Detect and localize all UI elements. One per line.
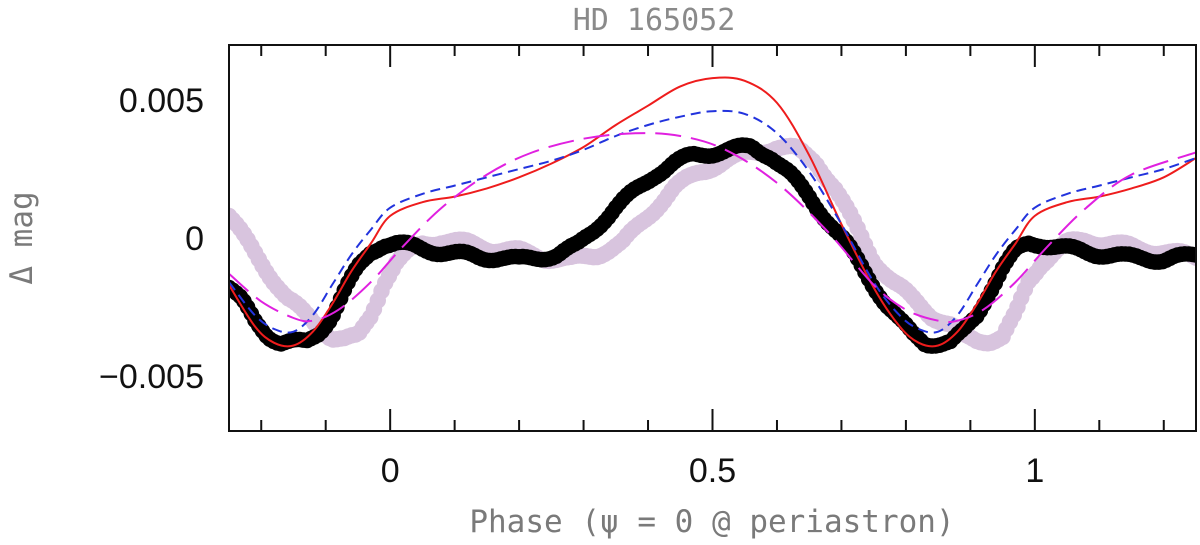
x-tick-label: 0.5 xyxy=(689,452,736,490)
data-series xyxy=(229,76,1196,354)
x-tick-label: 0 xyxy=(381,452,400,490)
series-model-blue xyxy=(229,109,1196,334)
y-axis-label: Δ mag xyxy=(4,191,40,284)
x-tick-label: 1 xyxy=(1025,452,1044,490)
x-axis-label: Phase (ψ = 0 @ periastron) xyxy=(469,504,954,540)
tick-labels: 0 0.5 1 −0.005 0 0.005 xyxy=(99,82,1044,490)
series-line xyxy=(229,132,1196,324)
y-tick-label: −0.005 xyxy=(99,358,204,396)
data-point xyxy=(1188,247,1196,263)
series-model-magenta xyxy=(229,132,1196,324)
chart-title: HD 165052 xyxy=(573,3,736,38)
series-model-red xyxy=(229,76,1196,348)
y-tick-label: 0 xyxy=(185,220,204,258)
series-line xyxy=(229,76,1196,348)
tick-marks xyxy=(260,45,1165,431)
y-tick-label: 0.005 xyxy=(119,82,204,120)
series-line xyxy=(229,109,1196,334)
plot-frame xyxy=(228,44,1197,432)
